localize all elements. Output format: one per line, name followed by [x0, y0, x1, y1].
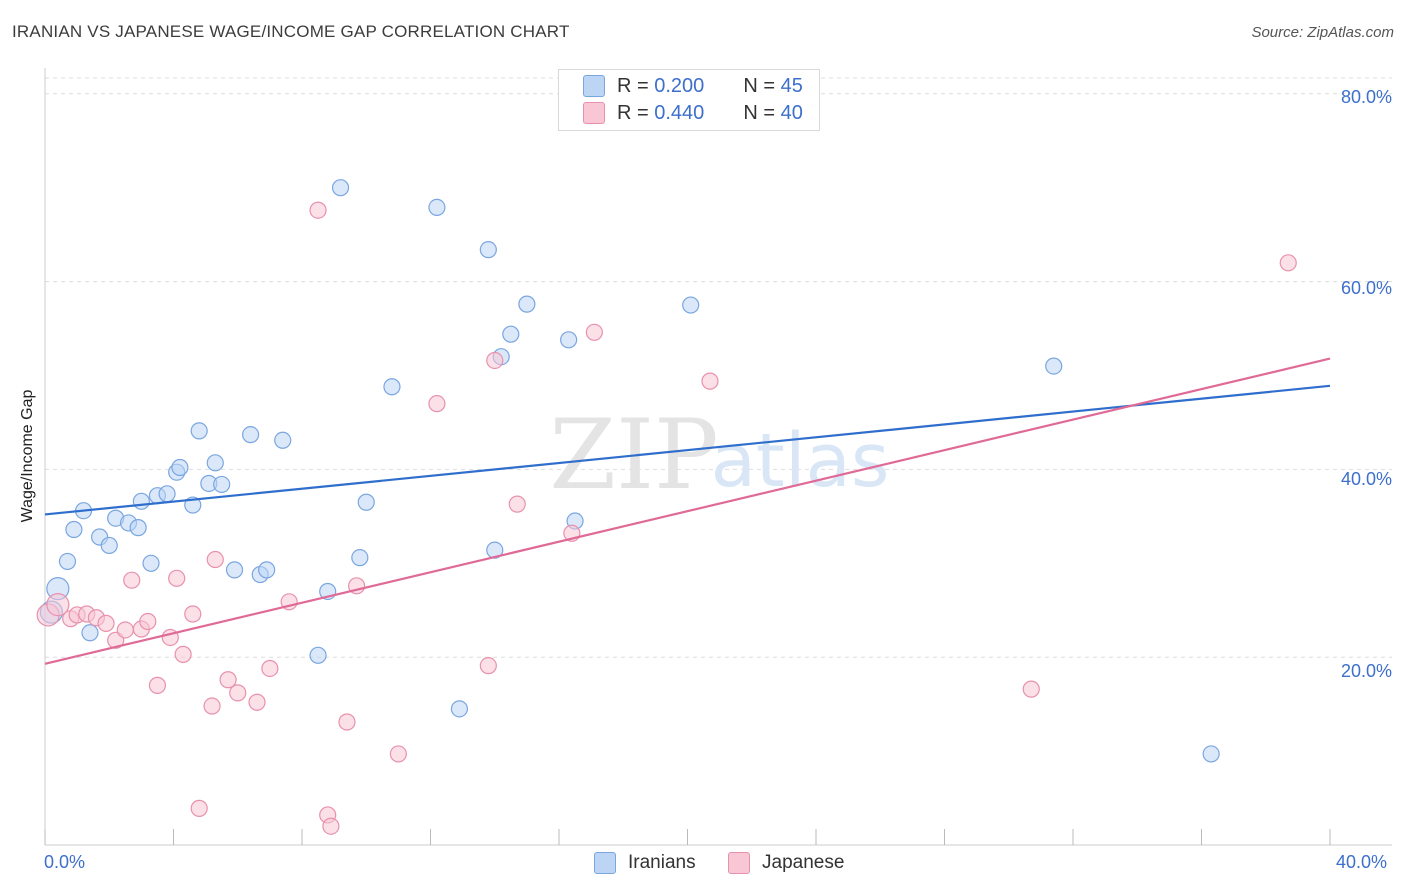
- point-japanese: [46, 593, 70, 617]
- point-japanese: [229, 684, 247, 702]
- point-iranians: [357, 493, 375, 511]
- point-japanese: [428, 395, 446, 413]
- point-japanese: [1279, 254, 1297, 272]
- point-iranians: [158, 485, 176, 503]
- legend-swatch-iranians: [583, 75, 605, 97]
- point-japanese: [701, 372, 719, 390]
- point-iranians: [58, 552, 77, 571]
- point-japanese: [168, 569, 186, 587]
- trendline-japanese: [44, 357, 1331, 665]
- legend-n-value-iranians: 45: [780, 74, 803, 97]
- point-japanese: [174, 645, 192, 663]
- point-iranians: [206, 454, 224, 472]
- legend-r-value-iranians: 0.200: [654, 74, 705, 97]
- point-iranians: [225, 561, 244, 579]
- point-iranians: [331, 179, 350, 197]
- y-tick-label-60: 60.0%: [1340, 278, 1392, 298]
- bottom-legend-label-japanese: Japanese: [762, 852, 845, 873]
- legend-row-iranians: R = 0.200 N = 45: [583, 74, 803, 98]
- bottom-legend-label-iranians: Iranians: [628, 852, 696, 873]
- bottom-legend-swatch-iranians: [594, 852, 616, 874]
- grid-layer: [45, 77, 1392, 658]
- bottom-legend-swatch-japanese: [728, 852, 750, 874]
- point-iranians: [502, 325, 520, 343]
- point-japanese: [219, 671, 237, 689]
- x-tick-label-min: 0.0%: [44, 852, 86, 872]
- point-iranians: [1202, 745, 1220, 763]
- point-japanese: [97, 614, 115, 632]
- point-iranians: [142, 554, 160, 572]
- point-iranians: [190, 422, 208, 440]
- trendline-iranians: [44, 384, 1331, 516]
- x-tick-label-max: 40.0%: [1336, 852, 1388, 872]
- point-iranians: [428, 198, 446, 217]
- point-japanese: [203, 697, 221, 715]
- point-japanese: [389, 745, 407, 763]
- point-japanese: [486, 351, 504, 370]
- point-iranians: [258, 561, 276, 579]
- point-iranians: [213, 475, 231, 494]
- point-iranians: [1045, 357, 1063, 375]
- point-japanese: [148, 676, 167, 694]
- chart-title: IRANIAN VS JAPANESE WAGE/INCOME GAP CORR…: [12, 22, 570, 41]
- watermark-atlas: atlas: [711, 418, 890, 504]
- point-iranians: [100, 536, 118, 555]
- point-japanese: [248, 693, 266, 711]
- watermark: ZIP atlas: [549, 399, 889, 511]
- legend-row-japanese: R = 0.440 N = 40: [583, 101, 803, 125]
- point-iranians: [560, 331, 578, 349]
- point-japanese: [508, 495, 526, 513]
- point-japanese: [139, 612, 157, 631]
- point-iranians: [129, 519, 147, 537]
- point-japanese: [261, 659, 279, 678]
- point-iranians: [81, 624, 99, 642]
- point-iranians: [65, 520, 83, 539]
- point-japanese: [116, 621, 134, 639]
- y-tick-label-80: 80.0%: [1340, 87, 1392, 107]
- bottom-legend-iranians: Iranians: [594, 852, 696, 874]
- bottom-legend-japanese: Japanese: [728, 852, 844, 874]
- chart-source: Source: ZipAtlas.com: [1251, 24, 1394, 41]
- point-iranians: [171, 458, 189, 477]
- legend-box: R = 0.200 N = 45 R = 0.440 N = 40: [558, 69, 820, 131]
- legend-r-label: R =: [617, 101, 649, 124]
- point-japanese: [190, 799, 208, 817]
- point-iranians: [682, 296, 700, 314]
- y-tick-label-20: 20.0%: [1340, 661, 1392, 681]
- point-iranians: [351, 549, 369, 567]
- legend-swatch-japanese: [583, 102, 605, 124]
- legend-n-label: N =: [743, 101, 776, 124]
- point-japanese: [1022, 680, 1040, 698]
- point-iranians: [518, 295, 536, 313]
- point-japanese: [585, 323, 603, 341]
- point-japanese: [123, 571, 141, 589]
- point-iranians: [450, 700, 469, 718]
- point-japanese: [309, 201, 327, 219]
- point-iranians: [309, 646, 327, 664]
- legend-n-value-japanese: 40: [780, 101, 803, 124]
- point-iranians: [479, 241, 497, 259]
- legend-r-label: R =: [617, 74, 649, 97]
- points-layer: [36, 179, 1297, 835]
- legend-n-label: N =: [743, 74, 776, 97]
- point-japanese: [479, 657, 497, 675]
- y-tick-label-40: 40.0%: [1340, 469, 1392, 489]
- point-japanese: [206, 550, 224, 569]
- point-japanese: [322, 817, 340, 835]
- axis-layer: [44, 68, 1392, 846]
- point-japanese: [184, 605, 202, 623]
- point-japanese: [338, 713, 356, 731]
- point-iranians: [274, 431, 292, 449]
- trend-layer: [44, 357, 1331, 665]
- point-iranians: [383, 378, 401, 396]
- point-iranians: [486, 541, 504, 559]
- legend-r-value-japanese: 0.440: [654, 101, 705, 124]
- point-iranians: [132, 492, 150, 510]
- point-iranians: [242, 426, 260, 444]
